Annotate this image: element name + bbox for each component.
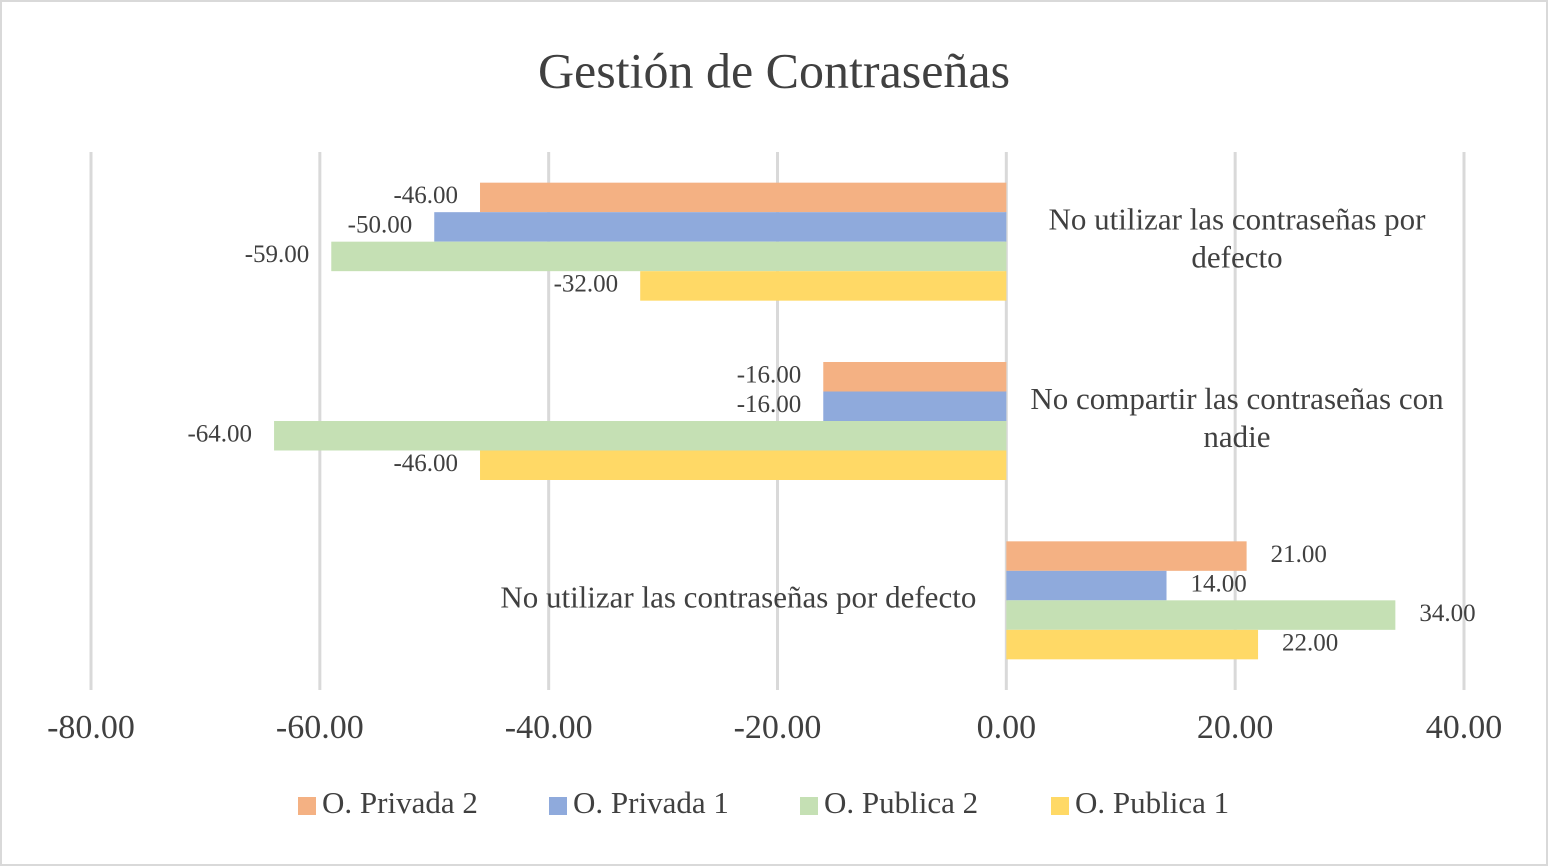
value-label: 21.00 [1271,541,1327,568]
bar [480,182,1007,213]
bar [1006,629,1259,660]
x-tick-label: -40.00 [505,709,593,746]
value-label: -59.00 [245,241,310,268]
bar [331,241,1007,272]
x-tick-label: -20.00 [734,709,822,746]
bar [823,362,1007,392]
legend-swatch [549,797,567,815]
bar [434,212,1007,242]
value-label: -64.00 [187,420,252,447]
category-label: No compartir las contraseñas con nadie [1030,381,1444,454]
value-label: -16.00 [737,391,802,418]
x-tick-label: 0.00 [977,709,1037,746]
value-label: -46.00 [393,182,458,209]
legend-swatch [298,797,316,815]
category-label: No utilizar las contraseñas por defecto [1048,202,1426,275]
x-tick-label: 20.00 [1197,709,1274,746]
bar [1006,541,1247,571]
value-label: -16.00 [737,361,802,388]
value-label: 22.00 [1282,629,1338,656]
bar [823,391,1007,421]
value-label: -46.00 [393,450,458,477]
value-label: 14.00 [1191,570,1247,597]
x-tick-label: -60.00 [276,709,364,746]
x-tick-label: 40.00 [1426,709,1503,746]
chart-title: Gestión de Contraseñas [538,42,1010,98]
bar [274,421,1007,451]
value-label: -32.00 [554,271,619,298]
bar [480,450,1007,480]
legend-swatch [1051,797,1069,815]
legend-label: O. Privada 1 [573,785,729,820]
legend-swatch [800,797,818,815]
x-tick-label: -80.00 [47,709,135,746]
category-label: No utilizar las contraseñas por defecto [500,579,976,614]
legend-label: O. Privada 2 [322,785,478,820]
bar [1006,570,1167,601]
value-label: -50.00 [348,212,413,239]
bar [1006,600,1396,630]
bar [640,271,1007,301]
legend-label: O. Publica 1 [1075,785,1229,820]
value-label: 34.00 [1419,600,1475,627]
legend-label: O. Publica 2 [824,785,978,820]
